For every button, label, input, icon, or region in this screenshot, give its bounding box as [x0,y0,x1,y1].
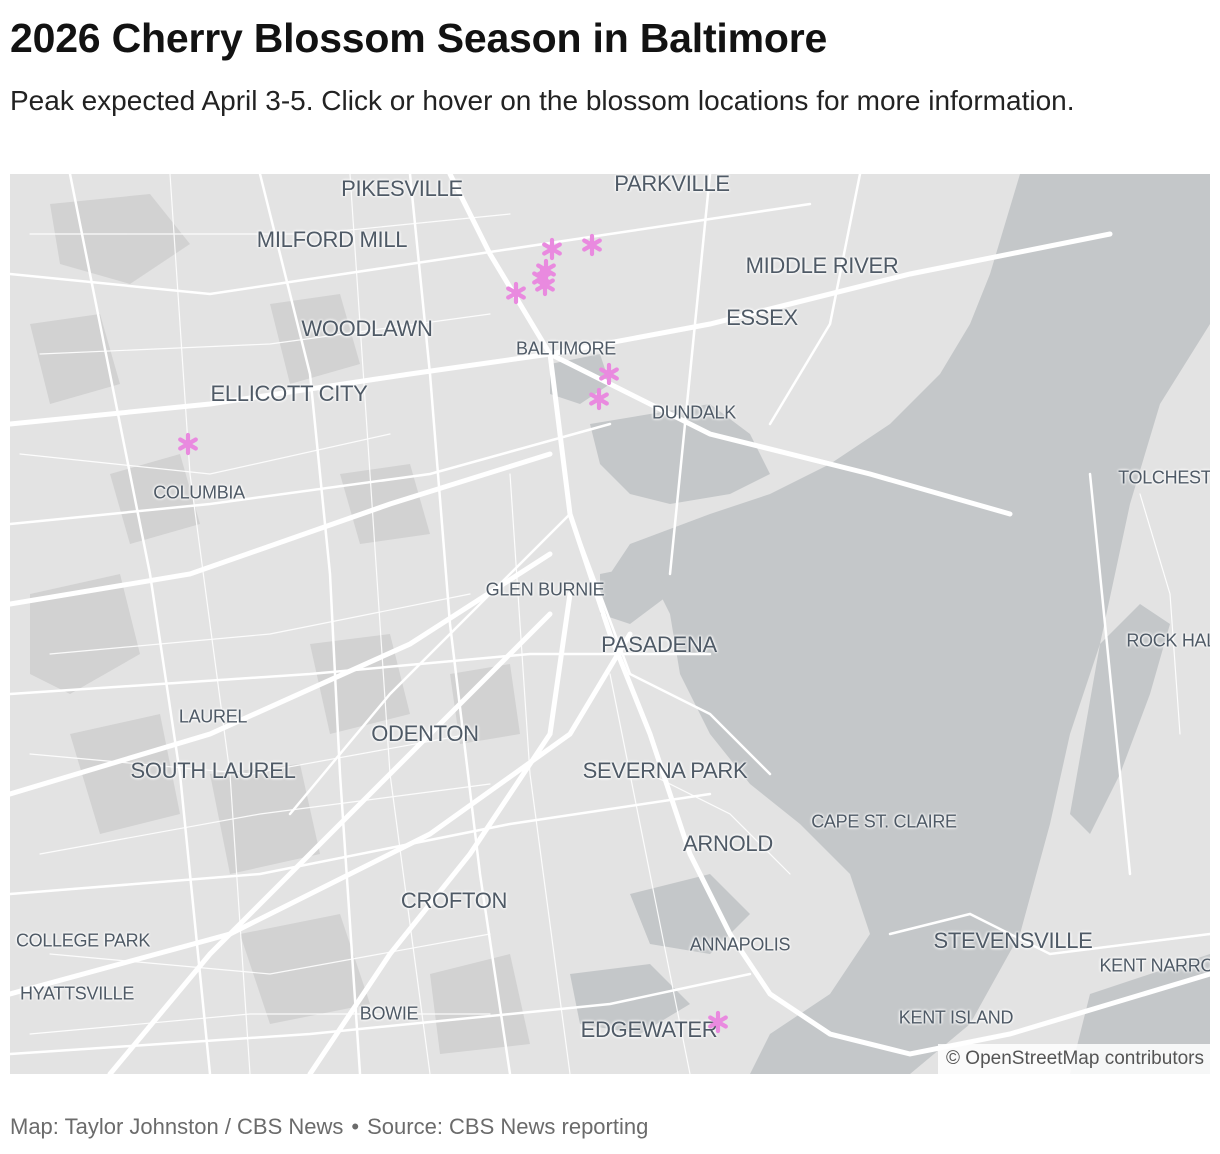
map-attribution[interactable]: © OpenStreetMap contributors [938,1044,1210,1074]
blossom-map[interactable]: PIKESVILLE PARKVILLE MILFORD MILL MIDDLE RI… [10,174,1210,1074]
place-label-glen-burnie: GLEN BURNIE [485,579,605,600]
place-label-baltimore: BALTIMORE [516,338,616,359]
place-label-dundalk: DUNDALK [652,402,736,423]
map-credit: Map: Taylor Johnston / CBS News [10,1114,344,1139]
place-label-milford-mill: MILFORD MILL [256,227,408,252]
place-label-parkville: PARKVILLE [614,174,730,196]
blossom-marker[interactable] [175,431,201,457]
blossom-marker[interactable] [503,280,529,306]
place-label-laurel: LAUREL [178,706,248,727]
place-label-kent-island: KENT ISLAND [898,1007,1014,1028]
place-label-south-laurel: SOUTH LAUREL [130,758,296,783]
blossom-asterisk-icon [506,281,526,305]
place-label-kent-narrows: KENT NARROWS [1099,955,1210,976]
blossom-marker[interactable] [596,361,622,387]
place-label-annapolis: ANNAPOLIS [689,934,791,955]
footer-separator: • [351,1114,360,1139]
place-label-columbia: COLUMBIA [153,482,245,503]
place-label-essex: ESSEX [726,305,798,330]
place-label-crofton: CROFTON [400,888,508,913]
blossom-asterisk-icon [178,432,198,456]
place-label-tolchester: TOLCHESTER [1118,467,1210,488]
place-label-edgewater: EDGEWATER [580,1017,718,1042]
map-source: Source: CBS News reporting [367,1114,649,1139]
page-title: 2026 Cherry Blossom Season in Baltimore [10,15,828,61]
place-label-hyattsville: HYATTSVILLE [19,983,135,1004]
blossom-asterisk-icon [599,362,619,386]
blossom-asterisk-icon [536,258,556,282]
place-label-arnold: ARNOLD [683,831,773,856]
map-footer: Map: Taylor Johnston / CBS News • Source: … [10,1114,648,1140]
blossom-asterisk-icon [589,387,609,411]
blossom-marker[interactable] [586,386,612,412]
place-label-odenton: ODENTON [371,721,479,746]
place-label-ellicott-city: ELLICOTT CITY [210,381,368,406]
blossom-marker[interactable] [539,236,565,262]
blossom-marker[interactable] [533,257,559,283]
place-label-stevensville: STEVENSVILLE [933,928,1093,953]
place-label-woodlawn: WOODLAWN [301,316,433,341]
place-label-middle-river: MIDDLE RIVER [745,253,899,278]
place-label-cape-st-claire: CAPE ST. CLAIRE [811,811,957,832]
blossom-marker[interactable] [579,232,605,258]
blossom-asterisk-icon [582,233,602,257]
map-basemap [10,174,1210,1074]
blossom-marker[interactable] [705,1009,731,1035]
blossom-asterisk-icon [708,1010,728,1034]
place-label-severna-park: SEVERNA PARK [582,758,748,783]
place-label-rock-hall: ROCK HALL [1126,630,1210,651]
place-label-college-park: COLLEGE PARK [15,930,151,951]
blossom-asterisk-icon [542,237,562,261]
page-subtitle: Peak expected April 3-5. Click or hover … [10,85,1075,116]
place-label-pasadena: PASADENA [601,632,717,657]
place-label-bowie: BOWIE [359,1003,419,1024]
place-label-pikesville: PIKESVILLE [341,176,463,201]
